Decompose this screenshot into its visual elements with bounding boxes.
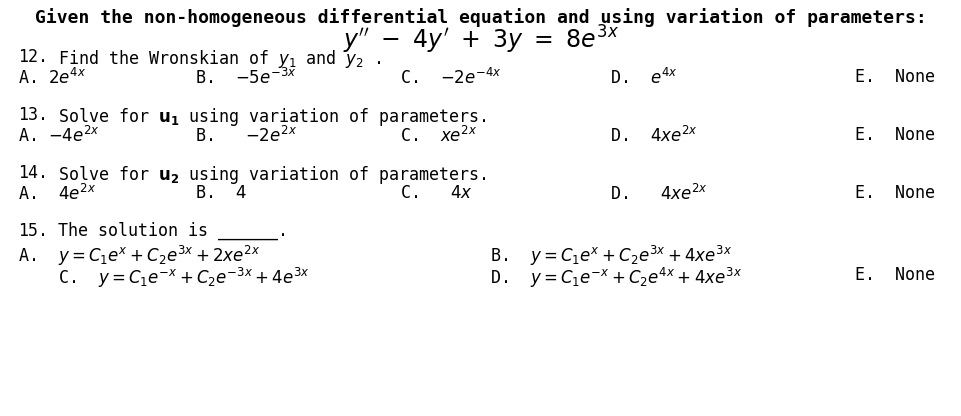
Text: Solve for $\mathbf{u_1}$ using variation of parameters.: Solve for $\mathbf{u_1}$ using variation…	[58, 106, 486, 128]
Text: Given the non-homogeneous differential equation and using variation of parameter: Given the non-homogeneous differential e…	[36, 8, 925, 27]
Text: Find the Wronskian of $y_1$ and $y_2$ .: Find the Wronskian of $y_1$ and $y_2$ .	[58, 48, 382, 70]
Text: A.  $4e^{2x}$: A. $4e^{2x}$	[18, 184, 96, 204]
Text: B.  $y = C_1 e^{x} + C_2 e^{3x} + 4xe^{3x}$: B. $y = C_1 e^{x} + C_2 e^{3x} + 4xe^{3x…	[489, 244, 731, 268]
Text: A.  $y = C_1 e^{x} + C_2 e^{3x} + 2xe^{2x}$: A. $y = C_1 e^{x} + C_2 e^{3x} + 2xe^{2x…	[18, 244, 260, 268]
Text: E.  None: E. None	[854, 266, 934, 284]
Text: A. $2e^{4x}$: A. $2e^{4x}$	[18, 68, 86, 88]
Text: The solution is ______.: The solution is ______.	[58, 222, 287, 240]
Text: 12.: 12.	[18, 48, 48, 66]
Text: C.  $xe^{2x}$: C. $xe^{2x}$	[400, 126, 477, 146]
Text: 14.: 14.	[18, 164, 48, 182]
Text: Solve for $\mathbf{u_2}$ using variation of parameters.: Solve for $\mathbf{u_2}$ using variation…	[58, 164, 486, 186]
Text: B.   $-2e^{2x}$: B. $-2e^{2x}$	[195, 126, 297, 146]
Text: D.   $4xe^{2x}$: D. $4xe^{2x}$	[609, 184, 707, 204]
Text: A. $-4e^{2x}$: A. $-4e^{2x}$	[18, 126, 100, 146]
Text: D.  $4xe^{2x}$: D. $4xe^{2x}$	[609, 126, 697, 146]
Text: E.  None: E. None	[854, 184, 934, 202]
Text: B.  $-5e^{-3x}$: B. $-5e^{-3x}$	[195, 68, 296, 88]
Text: E.  None: E. None	[854, 126, 934, 144]
Text: C.   $4x$: C. $4x$	[400, 184, 472, 202]
Text: C.  $-2e^{-4x}$: C. $-2e^{-4x}$	[400, 68, 502, 88]
Text: 15.: 15.	[18, 222, 48, 240]
Text: B.  $4$: B. $4$	[195, 184, 246, 202]
Text: 13.: 13.	[18, 106, 48, 124]
Text: D.  $e^{4x}$: D. $e^{4x}$	[609, 68, 677, 88]
Text: C.  $y = C_1 e^{-x} + C_2 e^{-3x} + 4e^{3x}$: C. $y = C_1 e^{-x} + C_2 e^{-3x} + 4e^{3…	[58, 266, 309, 290]
Text: $y^{\prime\prime}\ -\ 4y^{\prime}\ +\ 3y\ =\ 8e^{3x}$: $y^{\prime\prime}\ -\ 4y^{\prime}\ +\ 3y…	[343, 24, 618, 56]
Text: D.  $y = C_1 e^{-x} + C_2 e^{4x} + 4xe^{3x}$: D. $y = C_1 e^{-x} + C_2 e^{4x} + 4xe^{3…	[489, 266, 741, 290]
Text: E.  None: E. None	[854, 68, 934, 86]
